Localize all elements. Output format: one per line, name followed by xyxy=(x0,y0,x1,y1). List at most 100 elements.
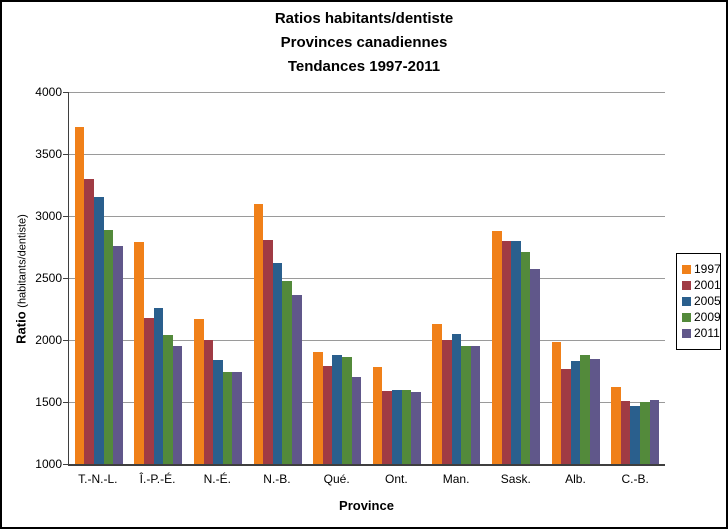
bar-2011-N.-B. xyxy=(291,295,302,464)
legend-item-1997: 1997 xyxy=(682,263,721,276)
bar-2001-Alb. xyxy=(561,368,571,464)
y-tick-label-4000: 4000 xyxy=(35,85,62,99)
bar-2005-Qué. xyxy=(332,354,342,464)
bar-2005-N.-B. xyxy=(272,263,283,464)
bar-2009-Alb. xyxy=(580,354,590,464)
bar-1997-Qué. xyxy=(313,352,323,464)
bar-2001-N.-B. xyxy=(263,239,273,464)
bar-2001-C.-B. xyxy=(620,400,631,464)
y-tick-1500 xyxy=(63,402,69,404)
legend-label-1997: 1997 xyxy=(694,262,721,276)
legend-swatch-1997 xyxy=(682,265,691,274)
x-category-label-Alb.: Alb. xyxy=(565,472,586,486)
gridline-1500 xyxy=(69,402,665,404)
x-category-label-T.-N.-L.: T.-N.-L. xyxy=(78,472,118,486)
x-category-label-N.-É.: N.-É. xyxy=(203,472,231,486)
bar-1997-C.-B. xyxy=(611,387,621,464)
bar-2011-Sask. xyxy=(530,269,540,464)
x-category-label-Man.: Man. xyxy=(442,472,470,486)
y-axis-title-units: (habitants/dentiste) xyxy=(16,214,29,308)
y-tick-label-3000: 3000 xyxy=(35,209,62,224)
bar-2011-Ont. xyxy=(411,392,421,464)
x-axis-title: Province xyxy=(339,498,394,513)
x-category-label-Qué.: Qué. xyxy=(323,472,350,486)
x-category-label-Sask.: Sask. xyxy=(500,472,531,486)
legend-label-2005: 2005 xyxy=(694,294,721,308)
bar-1997-Alb. xyxy=(551,342,562,464)
bar-groups xyxy=(69,92,665,464)
bar-2011-N.-É. xyxy=(232,372,242,464)
bar-2009-Ont. xyxy=(401,389,412,464)
y-tick-label-2500: 2500 xyxy=(35,271,62,285)
bar-2005-Sask. xyxy=(511,240,521,464)
legend-swatch-2005 xyxy=(682,297,691,306)
y-tick-3000 xyxy=(63,216,69,218)
bar-2009-Qué. xyxy=(341,357,352,464)
bar-group-Qué. xyxy=(307,92,367,464)
bar-2005-Ont. xyxy=(391,389,402,464)
legend-swatch-2001 xyxy=(682,281,691,290)
bar-group-C.-B. xyxy=(605,92,665,464)
gridline-3500 xyxy=(69,154,665,155)
bar-1997-Sask. xyxy=(491,230,502,464)
bar-2005-N.-É. xyxy=(213,359,223,464)
x-category-label-Î.-P.-É.: Î.-P.-É. xyxy=(139,472,176,486)
bar-2001-N.-É. xyxy=(203,340,214,464)
bar-2005-Alb. xyxy=(570,361,581,464)
legend-swatch-2009 xyxy=(682,313,691,322)
y-tick-label-1000: 1000 xyxy=(35,457,62,471)
bar-2009-Sask. xyxy=(520,251,531,464)
bar-2001-Man. xyxy=(441,340,452,464)
y-tick-label-1500: 1500 xyxy=(35,395,62,410)
bar-2005-T.-N.-L. xyxy=(94,197,104,464)
bar-2011-Man. xyxy=(470,346,481,464)
bar-1997-N.-B. xyxy=(253,203,264,464)
y-tick-label-2000: 2000 xyxy=(35,333,62,348)
bar-2011-C.-B. xyxy=(649,399,660,464)
bar-2009-N.-B. xyxy=(282,280,292,464)
bar-1997-Man. xyxy=(432,323,442,464)
bar-2011-Alb. xyxy=(589,358,600,464)
bar-group-N.-B. xyxy=(248,92,308,464)
bar-2009-T.-N.-L. xyxy=(103,229,114,464)
y-tick-3500 xyxy=(63,154,69,155)
x-axis-category-labels: T.-N.-L. Î.-P.-É. N.-É. N.-B. Qué. Ont. Man. Sa… xyxy=(68,472,665,486)
bar-group-Î.-P.-É. xyxy=(129,92,189,464)
bar-2005-Î.-P.-É. xyxy=(153,307,164,464)
y-tick-4000 xyxy=(63,92,69,93)
bar-2009-N.-É. xyxy=(222,372,233,464)
plot-area: 1000 1500 2000 2500 3000 3500 4000 xyxy=(35,85,665,471)
legend-swatch-2011 xyxy=(682,329,691,338)
chart-title-line-2: Provinces canadiennes xyxy=(280,34,448,51)
bar-group-Alb. xyxy=(546,92,606,464)
bar-2001-Sask. xyxy=(501,240,512,464)
bar-2005-Man. xyxy=(451,333,462,464)
bar-group-Ont. xyxy=(367,92,427,464)
chart-title: Ratios habitants/dentiste Provinces cana… xyxy=(0,7,728,79)
bar-2011-Qué. xyxy=(351,377,362,464)
bar-2009-C.-B. xyxy=(639,402,650,464)
legend-item-2009: 2009 xyxy=(682,311,721,324)
legend-item-2005: 2005 xyxy=(682,295,721,308)
bar-2001-Qué. xyxy=(322,366,333,464)
bar-group-Man. xyxy=(427,92,487,464)
bar-2001-Ont. xyxy=(382,390,392,464)
chart-title-line-1: Ratios habitants/dentiste xyxy=(274,10,454,27)
x-category-label-Ont.: Ont. xyxy=(385,472,408,486)
y-tick-2500 xyxy=(63,278,69,279)
bar-2001-T.-N.-L. xyxy=(84,178,94,464)
legend: 1997 2001 2005 2009 2011 xyxy=(676,253,721,350)
y-tick-1000 xyxy=(63,464,69,465)
legend-label-2001: 2001 xyxy=(694,278,721,292)
bar-2009-Man. xyxy=(461,346,471,464)
x-category-label-N.-B.: N.-B. xyxy=(263,472,291,486)
bar-1997-Ont. xyxy=(372,367,383,464)
bar-group-T.-N.-L. xyxy=(69,92,129,464)
chart-title-line-3: Tendances 1997-2011 xyxy=(287,58,441,75)
legend-item-2001: 2001 xyxy=(682,279,721,292)
bar-1997-Î.-P.-É. xyxy=(134,242,144,464)
legend-label-2011: 2011 xyxy=(694,326,720,340)
bar-2001-Î.-P.-É. xyxy=(144,317,154,464)
bar-2011-Î.-P.-É. xyxy=(172,346,183,464)
